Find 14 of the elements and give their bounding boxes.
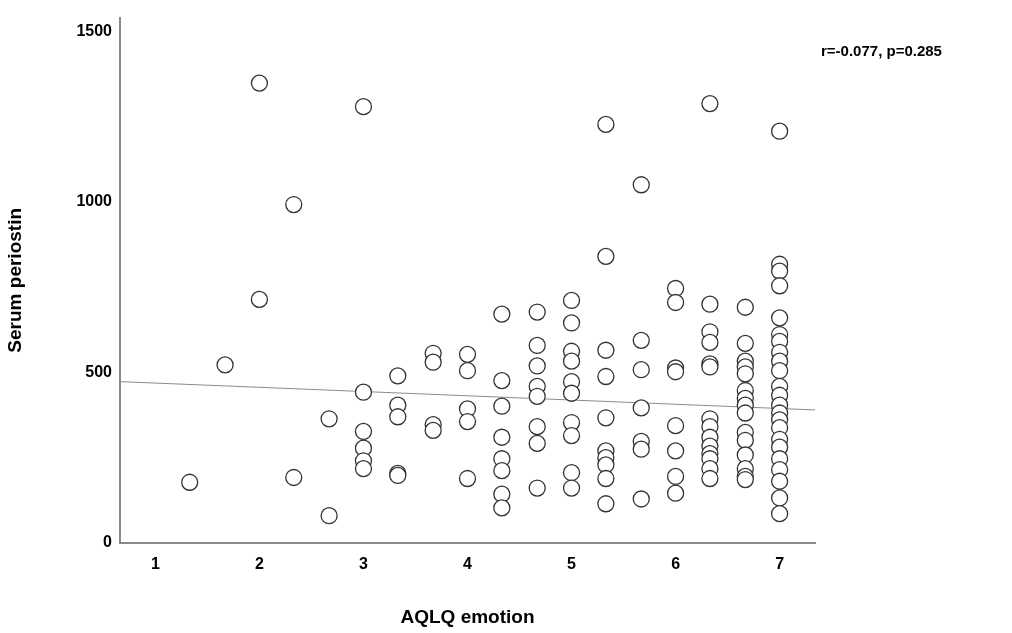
x-tick-label: 3 [359, 555, 368, 573]
x-tick-label: 5 [567, 555, 577, 573]
x-tick-label: 1 [150, 555, 160, 573]
x-tick-label: 6 [671, 555, 681, 573]
y-tick-label: 0 [103, 533, 113, 551]
y-tick-label: 1500 [76, 21, 113, 39]
x-tick-label: 7 [775, 555, 785, 573]
y-axis-title: Serum periostin [3, 207, 25, 353]
y-tick-label: 500 [85, 362, 113, 380]
x-tick-label: 4 [463, 555, 473, 573]
x-axis-title: AQLQ emotion [400, 605, 535, 627]
text: r=-0.077, p=0.285 [821, 42, 942, 60]
x-tick-label: 2 [254, 555, 264, 573]
y-tick-label: 1000 [76, 192, 113, 210]
